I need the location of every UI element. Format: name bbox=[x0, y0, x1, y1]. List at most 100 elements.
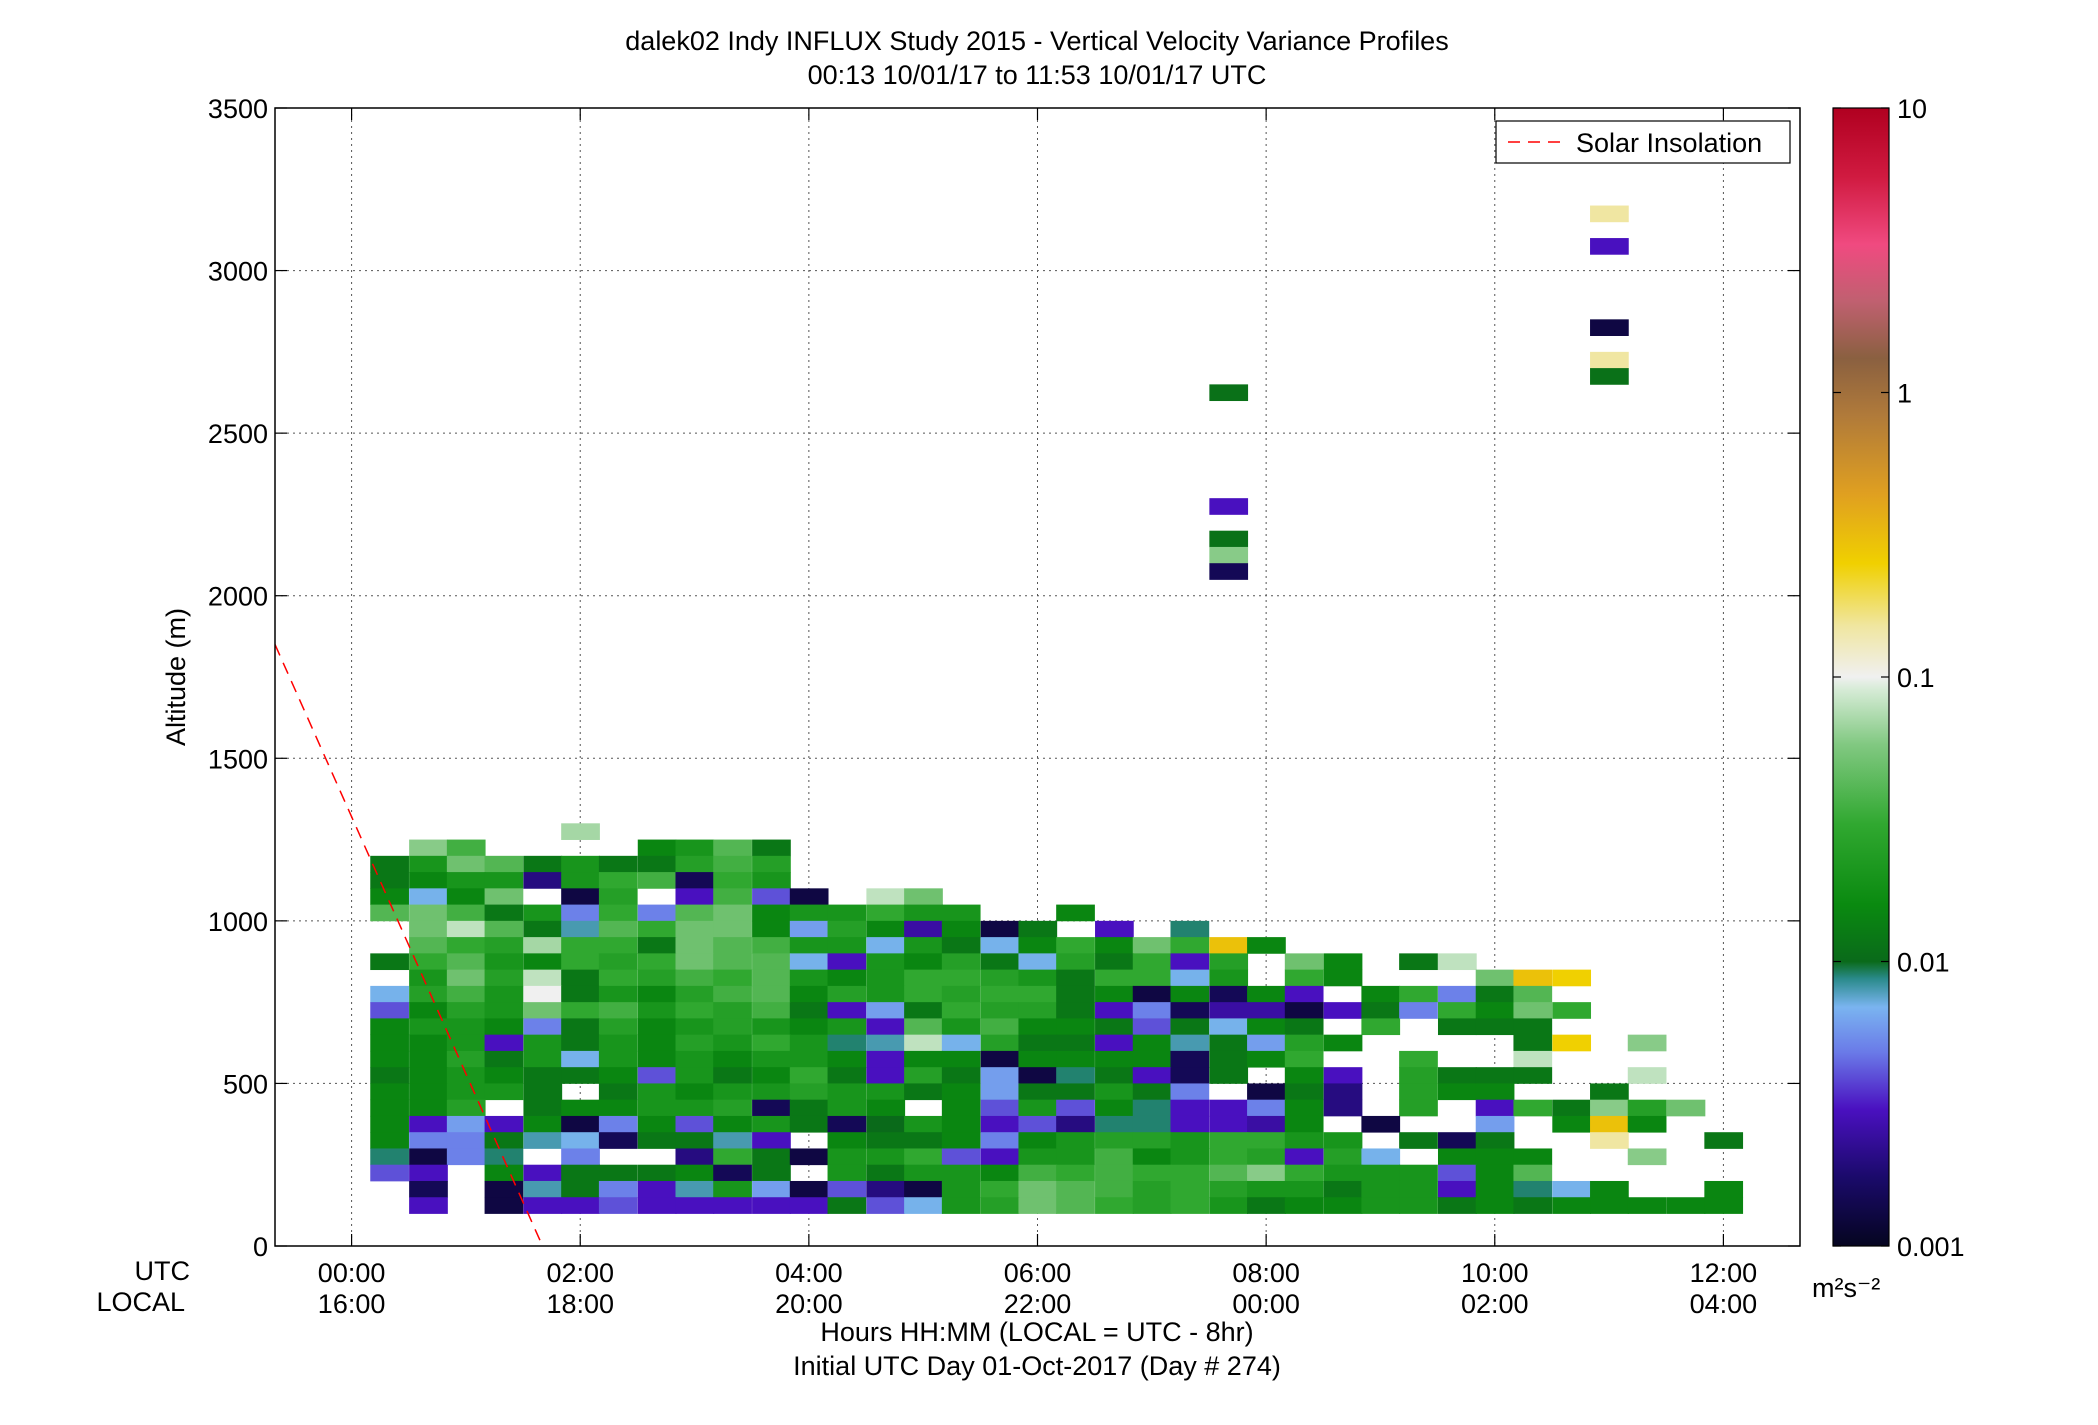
variance-cell bbox=[1170, 1083, 1210, 1101]
variance-cell bbox=[1247, 1132, 1286, 1149]
variance-cell bbox=[1095, 1132, 1134, 1149]
variance-cell bbox=[370, 904, 409, 922]
variance-cell bbox=[561, 1034, 600, 1052]
variance-cell bbox=[1323, 1034, 1363, 1052]
variance-cell bbox=[1437, 1002, 1477, 1019]
variance-cell bbox=[1284, 1197, 1324, 1214]
variance-cell bbox=[409, 969, 448, 987]
variance-cell bbox=[827, 1180, 867, 1198]
variance-cell bbox=[866, 969, 906, 987]
variance-cell bbox=[1056, 1067, 1095, 1084]
variance-cell bbox=[523, 1099, 563, 1117]
variance-cell bbox=[370, 985, 409, 1003]
variance-cell bbox=[980, 1050, 1020, 1068]
variance-cell bbox=[1170, 1164, 1210, 1182]
variance-cell bbox=[1247, 1115, 1286, 1133]
variance-cell bbox=[637, 1002, 677, 1019]
y-tick-label: 2500 bbox=[208, 419, 268, 449]
variance-cell bbox=[561, 1050, 600, 1068]
variance-cell bbox=[675, 953, 715, 971]
variance-cell bbox=[789, 985, 829, 1003]
variance-cell bbox=[446, 937, 486, 954]
variance-cell bbox=[637, 1132, 677, 1149]
variance-cell bbox=[409, 920, 448, 938]
variance-cell bbox=[789, 1099, 829, 1117]
variance-cell bbox=[1284, 969, 1324, 987]
variance-cells bbox=[370, 205, 1744, 1214]
variance-cell bbox=[598, 872, 638, 889]
variance-cell bbox=[598, 937, 638, 954]
variance-cell bbox=[561, 1067, 600, 1084]
variance-cell bbox=[713, 872, 752, 889]
variance-cell bbox=[789, 953, 829, 971]
variance-cell bbox=[827, 1018, 867, 1036]
variance-cell bbox=[904, 1180, 943, 1198]
variance-cell bbox=[1284, 1132, 1324, 1149]
variance-cell bbox=[1284, 1002, 1324, 1019]
variance-cell bbox=[1284, 1099, 1324, 1117]
variance-cell bbox=[713, 1099, 752, 1117]
variance-cell bbox=[1399, 1067, 1438, 1084]
variance-cell bbox=[941, 1197, 981, 1214]
variance-cell bbox=[1284, 1164, 1324, 1182]
variance-cell bbox=[1247, 1002, 1286, 1019]
variance-cell bbox=[1209, 546, 1249, 564]
variance-cell bbox=[1095, 1180, 1134, 1198]
variance-cell bbox=[675, 904, 715, 922]
variance-cell bbox=[752, 1099, 791, 1117]
variance-cell bbox=[561, 985, 600, 1003]
variance-cell bbox=[1018, 1164, 1058, 1182]
variance-cell bbox=[1056, 1164, 1095, 1182]
variance-cell bbox=[941, 920, 981, 938]
variance-cell bbox=[713, 1115, 752, 1133]
variance-cell bbox=[1170, 1148, 1210, 1166]
variance-cell bbox=[1590, 1115, 1629, 1133]
variance-cell bbox=[1323, 1099, 1363, 1117]
variance-cell bbox=[752, 1002, 791, 1019]
x-axis-ticks: 00:0016:0002:0018:0004:0020:0006:0022:00… bbox=[318, 108, 1757, 1319]
variance-cell bbox=[1056, 1148, 1095, 1166]
variance-cell bbox=[827, 1067, 867, 1084]
variance-cell bbox=[370, 1148, 409, 1166]
variance-cell bbox=[1627, 1067, 1667, 1084]
variance-cell bbox=[904, 1197, 943, 1214]
variance-cell bbox=[1437, 1148, 1477, 1166]
variance-cell bbox=[1437, 1132, 1477, 1149]
variance-cell bbox=[598, 985, 638, 1003]
variance-cell bbox=[598, 1197, 638, 1214]
variance-cell bbox=[1095, 1018, 1134, 1036]
x-tick-label-utc: 10:00 bbox=[1461, 1258, 1529, 1288]
variance-cell bbox=[1132, 1067, 1172, 1084]
variance-cell bbox=[1247, 1083, 1286, 1101]
variance-cell bbox=[370, 1050, 409, 1068]
variance-cell bbox=[409, 937, 448, 954]
variance-cell bbox=[446, 1050, 486, 1068]
variance-cell bbox=[523, 937, 563, 954]
variance-cell bbox=[1475, 1002, 1515, 1019]
variance-cell bbox=[484, 1115, 524, 1133]
variance-cell bbox=[1590, 319, 1629, 336]
variance-cell bbox=[827, 920, 867, 938]
variance-cell bbox=[980, 1132, 1020, 1149]
variance-cell bbox=[1475, 1067, 1515, 1084]
solar-insolation-line bbox=[275, 644, 544, 1246]
x-tick-label-utc: 02:00 bbox=[546, 1258, 614, 1288]
variance-cell bbox=[484, 1050, 524, 1068]
variance-cell bbox=[370, 1164, 409, 1182]
variance-cell bbox=[637, 1050, 677, 1068]
variance-cell bbox=[1247, 1050, 1286, 1068]
variance-cell bbox=[827, 1050, 867, 1068]
variance-cell bbox=[1018, 1132, 1058, 1149]
variance-cell bbox=[866, 920, 906, 938]
variance-cell bbox=[675, 969, 715, 987]
variance-cell bbox=[1437, 1164, 1477, 1182]
variance-cell bbox=[1284, 1148, 1324, 1166]
variance-cell bbox=[1132, 1115, 1172, 1133]
variance-cell bbox=[446, 1132, 486, 1149]
variance-cell bbox=[598, 1034, 638, 1052]
colorbar-gradient bbox=[1833, 108, 1889, 1246]
variance-cell bbox=[598, 1099, 638, 1117]
variance-cell bbox=[713, 1132, 752, 1149]
variance-cell bbox=[1209, 530, 1249, 548]
